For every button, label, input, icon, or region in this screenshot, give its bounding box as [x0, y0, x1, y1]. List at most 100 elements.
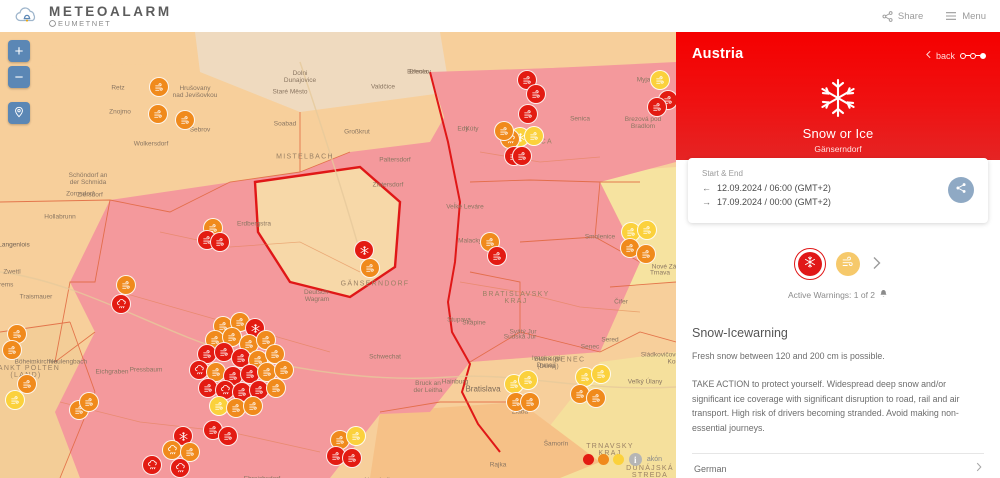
wind-icon [529, 131, 540, 142]
panel-pagination-dots[interactable] [960, 52, 986, 59]
zoom-out-button[interactable]: − [8, 66, 30, 88]
wind-icon [253, 355, 264, 366]
map-warning-marker[interactable] [162, 440, 182, 460]
share-button[interactable]: Share [882, 11, 923, 22]
map-warning-marker[interactable] [148, 104, 168, 124]
map-warning-marker[interactable] [5, 390, 25, 410]
wind-icon [485, 237, 496, 248]
map-warning-marker[interactable] [591, 364, 611, 384]
wind-icon [652, 102, 663, 113]
wind-icon [655, 75, 666, 86]
wind-icon [228, 371, 239, 382]
map-warning-marker[interactable] [142, 455, 162, 475]
zoom-in-button[interactable]: + [8, 40, 30, 62]
info-icon[interactable]: i [628, 453, 642, 466]
map-warning-marker[interactable] [79, 392, 99, 412]
wind-icon [12, 329, 23, 340]
wind-icon [351, 431, 362, 442]
map-warning-marker[interactable] [512, 146, 532, 166]
map-warning-marker[interactable] [274, 360, 294, 380]
warning-chip-row [692, 248, 984, 280]
legend-dot-yellow [612, 454, 624, 465]
wind-icon [254, 385, 265, 396]
warning-chip-snow-red[interactable] [794, 248, 826, 280]
map-warning-marker[interactable] [2, 340, 22, 360]
map-warning-marker[interactable] [180, 442, 200, 462]
bell-icon[interactable] [879, 289, 888, 300]
warning-chip-wind-amber[interactable] [836, 252, 860, 276]
map-warning-marker[interactable] [647, 97, 667, 117]
map-warning-marker[interactable] [518, 370, 538, 390]
share-warning-button[interactable] [948, 177, 974, 203]
map-warning-marker[interactable] [650, 70, 670, 90]
pagination-sep-2 [976, 54, 980, 57]
map-warning-marker[interactable] [636, 244, 656, 264]
map-warning-marker[interactable] [218, 426, 238, 446]
map-warning-marker[interactable] [266, 378, 286, 398]
locate-me-button[interactable] [8, 102, 30, 124]
menu-button[interactable]: Menu [945, 11, 986, 22]
wind-icon [235, 317, 246, 328]
share-icon [882, 10, 893, 22]
map-controls: + − [8, 40, 30, 124]
wind-icon [84, 397, 95, 408]
map-warning-marker[interactable] [526, 84, 546, 104]
wind-icon [210, 335, 221, 346]
warning-chip-snow-red-inner [798, 252, 822, 276]
map-warning-marker[interactable] [637, 220, 657, 240]
wind-icon [365, 263, 376, 274]
wind-icon [236, 353, 247, 364]
map-warning-marker[interactable] [518, 104, 538, 124]
wind-icon [202, 235, 213, 246]
eumetnet-mark-icon [49, 20, 56, 28]
app-header: METEOALARM EUMETNET Share [0, 0, 1000, 32]
wind-icon [525, 397, 536, 408]
map-warning-marker[interactable] [354, 240, 374, 260]
pagination-dot-3[interactable] [980, 52, 986, 59]
map-warning-marker[interactable] [226, 398, 246, 418]
map-warning-marker[interactable] [346, 426, 366, 446]
map-warning-marker[interactable] [520, 392, 540, 412]
wind-icon [517, 151, 528, 162]
brand-subtitle: EUMETNET [49, 20, 172, 28]
next-warning-button[interactable] [872, 256, 882, 273]
arrow-left-icon: ← [702, 183, 711, 193]
panel-header: Austria back [676, 32, 1000, 160]
pagination-dot-2[interactable] [970, 52, 976, 59]
map-warning-marker[interactable] [487, 246, 507, 266]
brand[interactable]: METEOALARM EUMETNET [14, 3, 172, 29]
wind-icon [7, 345, 18, 356]
map-warning-marker[interactable] [116, 275, 136, 295]
legend-dot-red [582, 454, 594, 465]
wind-icon [492, 251, 503, 262]
map-warning-marker[interactable] [494, 121, 514, 141]
legend-dot-orange [597, 454, 609, 465]
map-warning-marker[interactable] [170, 458, 190, 478]
map-warning-marker[interactable] [257, 362, 277, 382]
wind-icon [245, 369, 256, 380]
map-warning-marker[interactable] [243, 396, 263, 416]
map-warning-marker[interactable] [149, 77, 169, 97]
wind-icon [153, 109, 164, 120]
map-warning-marker[interactable] [210, 232, 230, 252]
language-label: German [694, 463, 727, 474]
wind-icon [22, 379, 33, 390]
wind-icon [580, 372, 591, 383]
map-canvas[interactable] [0, 32, 676, 478]
map-warning-marker[interactable] [360, 258, 380, 278]
panel-back-nav[interactable]: back [926, 50, 986, 61]
wind-icon [219, 347, 230, 358]
map-warning-marker[interactable] [342, 448, 362, 468]
cloud-bell-icon [14, 3, 40, 29]
snow-icon [359, 245, 370, 256]
map-warning-marker[interactable] [17, 374, 37, 394]
pagination-dot-1[interactable] [960, 52, 966, 59]
map-warning-marker[interactable] [175, 110, 195, 130]
map-warning-marker[interactable] [111, 294, 131, 314]
map-container[interactable]: Hollabrunn Schöndorf an der Schmida Ziersdo… [0, 32, 676, 478]
language-selector-row[interactable]: German [692, 453, 984, 478]
hamburger-menu-icon [945, 11, 957, 21]
map-warning-marker[interactable] [524, 126, 544, 146]
snowflake-icon [816, 76, 860, 120]
map-warning-marker[interactable] [586, 388, 606, 408]
